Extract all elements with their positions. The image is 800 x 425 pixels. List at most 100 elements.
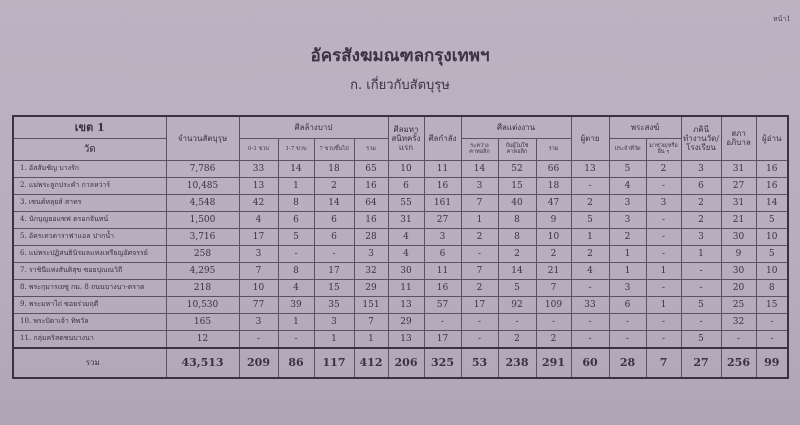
table-cell: 1 xyxy=(608,261,647,280)
table-cell: - xyxy=(570,312,610,331)
table-cell: 6 xyxy=(277,210,315,229)
parish-name: 3. เซนต์หลุยส์ สาทร xyxy=(12,193,167,212)
table-cell: 1 xyxy=(570,227,610,246)
priests-sub-header: ประจำที่วัด xyxy=(608,137,647,161)
table-cell: 3 xyxy=(608,278,647,297)
table-cell: 10,530 xyxy=(165,295,240,314)
parish-name: 2. แม่พระลูกประคำ กาลหว่าร์ xyxy=(12,176,167,195)
table-cell: 291 xyxy=(535,346,572,378)
table-cell: 21 xyxy=(720,210,757,229)
table-cell: 27 xyxy=(423,210,462,229)
table-cell: 3 xyxy=(645,193,682,212)
parish-name: 7. ราชินีแห่งสันติสุข ซอยปุณณวิถี xyxy=(12,261,167,280)
table-cell: 3 xyxy=(423,227,462,246)
parish-name: 4. นักบุญยอแซฟ ตรอกจันทน์ xyxy=(12,210,167,229)
table-cell: - xyxy=(645,329,682,348)
table-row: 9. พระมหาไถ่ ซอยร่วมฤดี 10,530 77 39 35 151 13… xyxy=(12,295,789,314)
table-cell: 2 xyxy=(535,329,572,348)
table-cell: - xyxy=(570,329,610,348)
table-cell: 14 xyxy=(313,193,355,212)
table-cell: 5 xyxy=(755,244,789,263)
table-cell: 13 xyxy=(238,176,279,195)
parish-name: 5. อัครเทวดาราฟาแอล ปากน้ำ xyxy=(12,227,167,246)
table-cell: 1 xyxy=(460,210,499,229)
table-row: 2. แม่พระลูกประคำ กาลหว่าร์ 10,485 13 1 2 16 6… xyxy=(12,176,789,195)
table-cell: 325 xyxy=(423,346,462,378)
priests-sub-header: มาช่วย/หรืออื่น ๆ xyxy=(645,137,682,161)
statistics-table: เขต 1 จำนวนสัตบุรุษ ศีลล้างบาป ศีลมหาสนิ… xyxy=(12,115,790,379)
table-cell: 3 xyxy=(680,159,722,178)
table-cell: 1 xyxy=(645,295,682,314)
table-cell: 6 xyxy=(423,244,462,263)
table-cell: 16 xyxy=(353,210,389,229)
table-cell: 5 xyxy=(680,295,722,314)
table-cell: - xyxy=(645,210,682,229)
table-cell: 7 xyxy=(535,278,572,297)
table-cell: 151 xyxy=(353,295,389,314)
table-cell: - xyxy=(460,312,499,331)
parish-name: รวม xyxy=(12,346,167,378)
table-row: 1. อัสสัมชัญ บางรัก 7,786 33 14 18 65 10 11 14 52… xyxy=(12,159,789,178)
table-cell: 31 xyxy=(720,193,757,212)
table-cell: 17 xyxy=(423,329,462,348)
baptism-header: ศีลล้างบาป xyxy=(238,115,389,139)
table-cell: 5 xyxy=(680,329,722,348)
baptism-sub-header: รวม xyxy=(353,137,389,161)
table-cell: 65 xyxy=(353,159,389,178)
table-cell: 92 xyxy=(497,295,537,314)
table-cell: 2 xyxy=(535,244,572,263)
priests-header: พระสงฆ์ xyxy=(608,115,682,139)
table-cell: 86 xyxy=(277,346,315,378)
table-cell: 57 xyxy=(423,295,462,314)
confirmation-header: ศีลกำลัง xyxy=(423,115,462,161)
table-cell: - xyxy=(423,312,462,331)
table-cell: 8 xyxy=(755,278,789,297)
table-cell: 258 xyxy=(165,244,240,263)
table-cell: 4 xyxy=(277,278,315,297)
table-row: 10. พระบิดาเจ้า ทิพวัล 165 3 1 3 7 29- - - - - - - -3… xyxy=(12,312,789,331)
table-cell: 209 xyxy=(238,346,279,378)
table-cell: 2 xyxy=(680,193,722,212)
table-cell: 2 xyxy=(608,227,647,246)
table-cell: 25 xyxy=(720,295,757,314)
table-cell: 31 xyxy=(387,210,425,229)
table-cell: 17 xyxy=(238,227,279,246)
table-cell: 238 xyxy=(497,346,537,378)
marriage-sub-header: รวม xyxy=(535,137,572,161)
table-cell: - xyxy=(277,329,315,348)
population-header: จำนวนสัตบุรุษ xyxy=(165,115,240,161)
table-cell: 4 xyxy=(238,210,279,229)
table-cell: - xyxy=(720,329,757,348)
document-subtitle: ก. เกี่ยวกับสัตบุรุษ xyxy=(350,78,450,93)
table-cell: 20 xyxy=(720,278,757,297)
table-cell: 2 xyxy=(680,210,722,229)
table-cell: 4 xyxy=(608,176,647,195)
table-cell: 2 xyxy=(497,244,537,263)
parish-name: 6. แม่พระปฏิสนธินิรมลแห่งเหรียญอัศจรรย์ xyxy=(12,244,167,263)
table-cell: 10 xyxy=(238,278,279,297)
table-cell: - xyxy=(238,329,279,348)
table-row: 8. พระกุมารเยซู กม. 8 ถนนบางนา-ตราด 218 10… xyxy=(12,278,789,297)
table-cell: 6 xyxy=(387,176,425,195)
table-cell: - xyxy=(608,329,647,348)
table-cell: 3 xyxy=(313,312,355,331)
table-cell: - xyxy=(535,312,572,331)
table-cell: 7 xyxy=(460,261,499,280)
table-cell: 14 xyxy=(755,193,789,212)
table-cell: 161 xyxy=(423,193,462,212)
table-row: 5. อัครเทวดาราฟาแอล ปากน้ำ 3,716 17 5 6 28 4 3 2… xyxy=(12,227,789,246)
table-cell: 47 xyxy=(535,193,572,212)
table-cell: 1 xyxy=(680,244,722,263)
table-cell: - xyxy=(645,244,682,263)
table-cell: 206 xyxy=(387,346,425,378)
table-cell: - xyxy=(680,261,722,280)
table-cell: 109 xyxy=(535,295,572,314)
table-cell: 10 xyxy=(755,227,789,246)
page-number: หน้า1 xyxy=(773,15,791,23)
table-row: 6. แม่พระปฏิสนธินิรมลแห่งเหรียญอัศจรรย์ 2… xyxy=(12,244,789,263)
table-cell: - xyxy=(570,176,610,195)
table-cell: 32 xyxy=(353,261,389,280)
readers-header: ผู้อ่าน xyxy=(755,115,789,161)
table-cell: 10 xyxy=(755,261,789,280)
table-cell: 117 xyxy=(313,346,355,378)
